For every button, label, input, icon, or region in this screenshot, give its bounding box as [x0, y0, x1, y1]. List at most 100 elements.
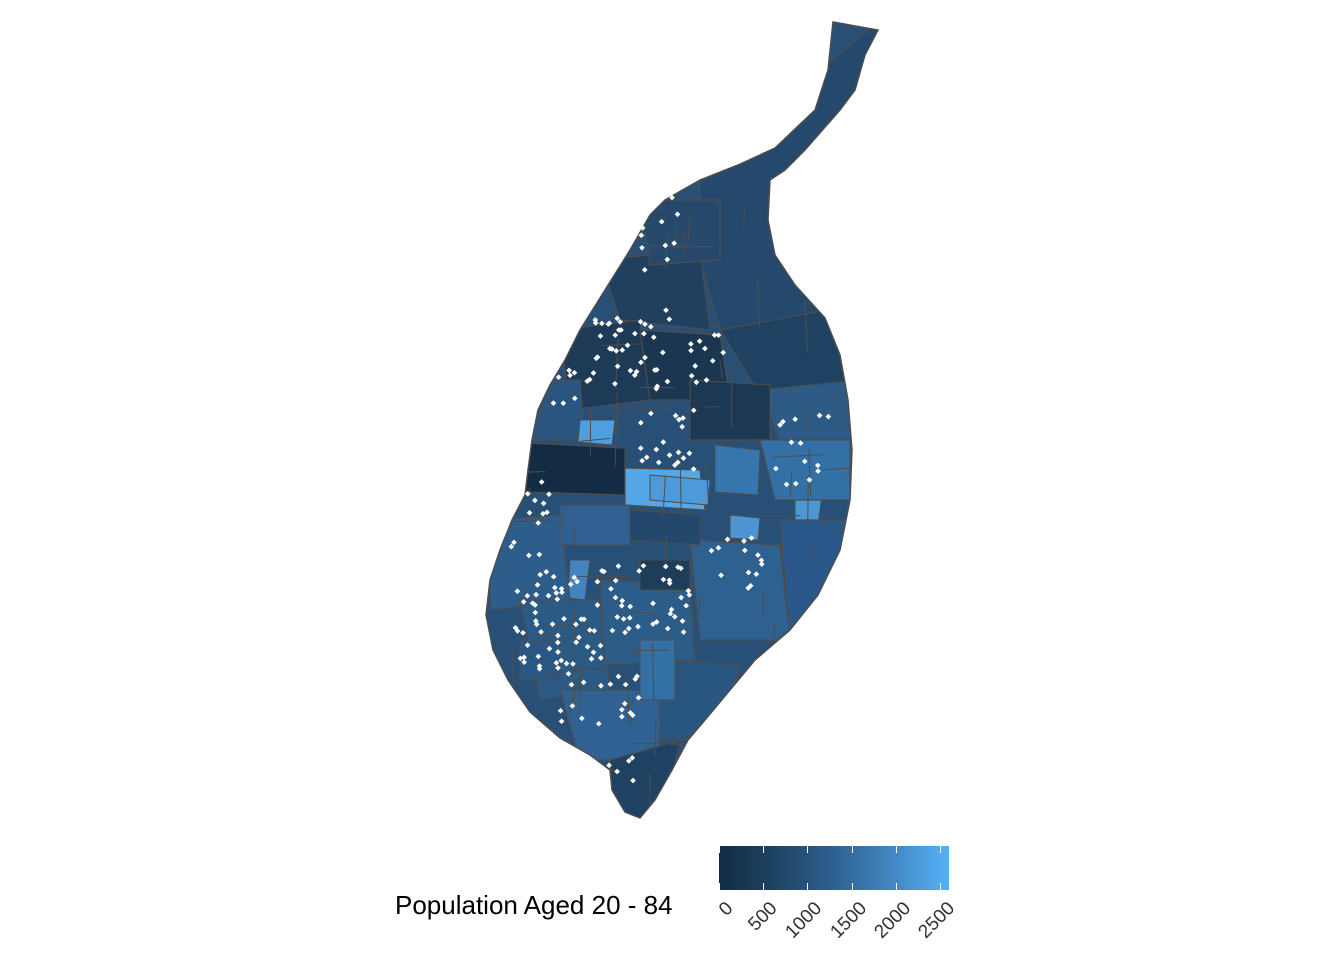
- location-point: [792, 480, 799, 487]
- location-point: [662, 242, 669, 249]
- tract-boundary: [772, 454, 823, 458]
- tract-boundary: [806, 406, 811, 433]
- location-point: [573, 639, 580, 646]
- location-point: [653, 619, 660, 625]
- location-point: [755, 552, 761, 558]
- location-point: [815, 468, 821, 474]
- location-point: [672, 462, 678, 468]
- location-point: [711, 332, 718, 339]
- location-point: [627, 367, 634, 374]
- location-point: [538, 479, 545, 485]
- location-point: [709, 357, 716, 364]
- location-point: [624, 342, 631, 349]
- tract-boundary: [580, 437, 611, 442]
- location-point: [747, 582, 754, 589]
- location-point: [614, 768, 620, 775]
- location-point: [640, 562, 647, 569]
- legend-tick-mark: [895, 846, 897, 853]
- tract-boundary: [631, 611, 659, 615]
- location-point: [545, 592, 552, 599]
- location-point: [741, 547, 748, 554]
- location-point: [571, 369, 578, 376]
- tract-boundary: [600, 569, 603, 613]
- legend-tick-mark: [940, 846, 942, 853]
- legend-tick-mark: [851, 883, 853, 890]
- location-point: [627, 709, 634, 716]
- location-point: [511, 539, 517, 546]
- tract-boundary: [549, 199, 569, 202]
- location-point: [543, 380, 549, 387]
- location-point: [667, 610, 674, 617]
- location-point: [521, 654, 527, 661]
- location-point: [628, 232, 635, 238]
- location-point: [688, 347, 694, 354]
- tract-boundary: [844, 595, 848, 641]
- legend-tick-mark: [807, 846, 809, 853]
- location-point: [612, 332, 619, 339]
- tract-boundary: [687, 214, 691, 246]
- location-point: [535, 653, 542, 660]
- location-point: [609, 627, 616, 634]
- location-point: [639, 225, 646, 231]
- location-point: [546, 491, 552, 498]
- city-outline: [485, 21, 880, 819]
- location-point: [724, 536, 731, 543]
- location-point: [534, 582, 541, 588]
- location-point: [741, 538, 747, 544]
- tract-boundary: [553, 227, 613, 231]
- location-point: [674, 459, 681, 466]
- tract-boundary: [757, 515, 801, 517]
- location-point: [718, 572, 724, 579]
- location-point: [777, 422, 783, 428]
- location-point: [671, 240, 677, 247]
- tract-boundary: [615, 338, 619, 389]
- location-point: [524, 593, 531, 599]
- location-point: [671, 613, 678, 620]
- location-points: [508, 187, 832, 784]
- tract-boundary: [540, 397, 544, 428]
- location-point: [792, 416, 798, 423]
- location-point: [637, 318, 644, 325]
- location-point: [619, 713, 625, 720]
- location-point: [758, 557, 765, 564]
- tract-boundary: [804, 300, 809, 354]
- location-point: [654, 383, 661, 390]
- location-point: [720, 349, 727, 356]
- tract-boundary: [497, 498, 501, 538]
- tract-boundary: [626, 250, 653, 255]
- location-point: [715, 332, 722, 338]
- location-point: [801, 458, 808, 465]
- location-point: [680, 629, 687, 635]
- location-point: [557, 707, 564, 714]
- location-point: [571, 574, 578, 581]
- location-point: [578, 616, 585, 623]
- location-point: [814, 462, 821, 469]
- tract-boundary: [828, 681, 832, 701]
- legend-tick-mark: [895, 883, 897, 890]
- location-point: [555, 665, 561, 671]
- location-point: [641, 267, 648, 273]
- tract-boundary: [664, 231, 669, 269]
- location-point: [612, 577, 619, 584]
- location-point: [780, 418, 786, 425]
- location-point: [570, 661, 576, 667]
- tract-boundary: [520, 284, 524, 342]
- location-point: [615, 563, 622, 569]
- location-point: [660, 439, 667, 445]
- location-point: [558, 718, 565, 725]
- location-point: [563, 660, 570, 667]
- legend-tick-mark: [763, 846, 765, 853]
- location-point: [614, 363, 621, 370]
- location-point: [555, 649, 561, 655]
- tract-boundary: [570, 667, 596, 670]
- location-point: [625, 625, 632, 632]
- location-point: [658, 218, 665, 225]
- location-point: [601, 568, 607, 575]
- location-point: [597, 333, 604, 339]
- location-point: [620, 616, 627, 622]
- location-point: [662, 563, 669, 570]
- location-point: [715, 544, 722, 551]
- location-point: [538, 629, 544, 635]
- location-point: [666, 577, 673, 584]
